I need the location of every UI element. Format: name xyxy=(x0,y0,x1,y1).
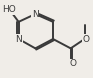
Text: O: O xyxy=(70,59,77,68)
Text: N: N xyxy=(15,34,22,44)
Text: O: O xyxy=(83,34,90,44)
Text: N: N xyxy=(32,10,39,19)
Text: HO: HO xyxy=(2,5,16,14)
